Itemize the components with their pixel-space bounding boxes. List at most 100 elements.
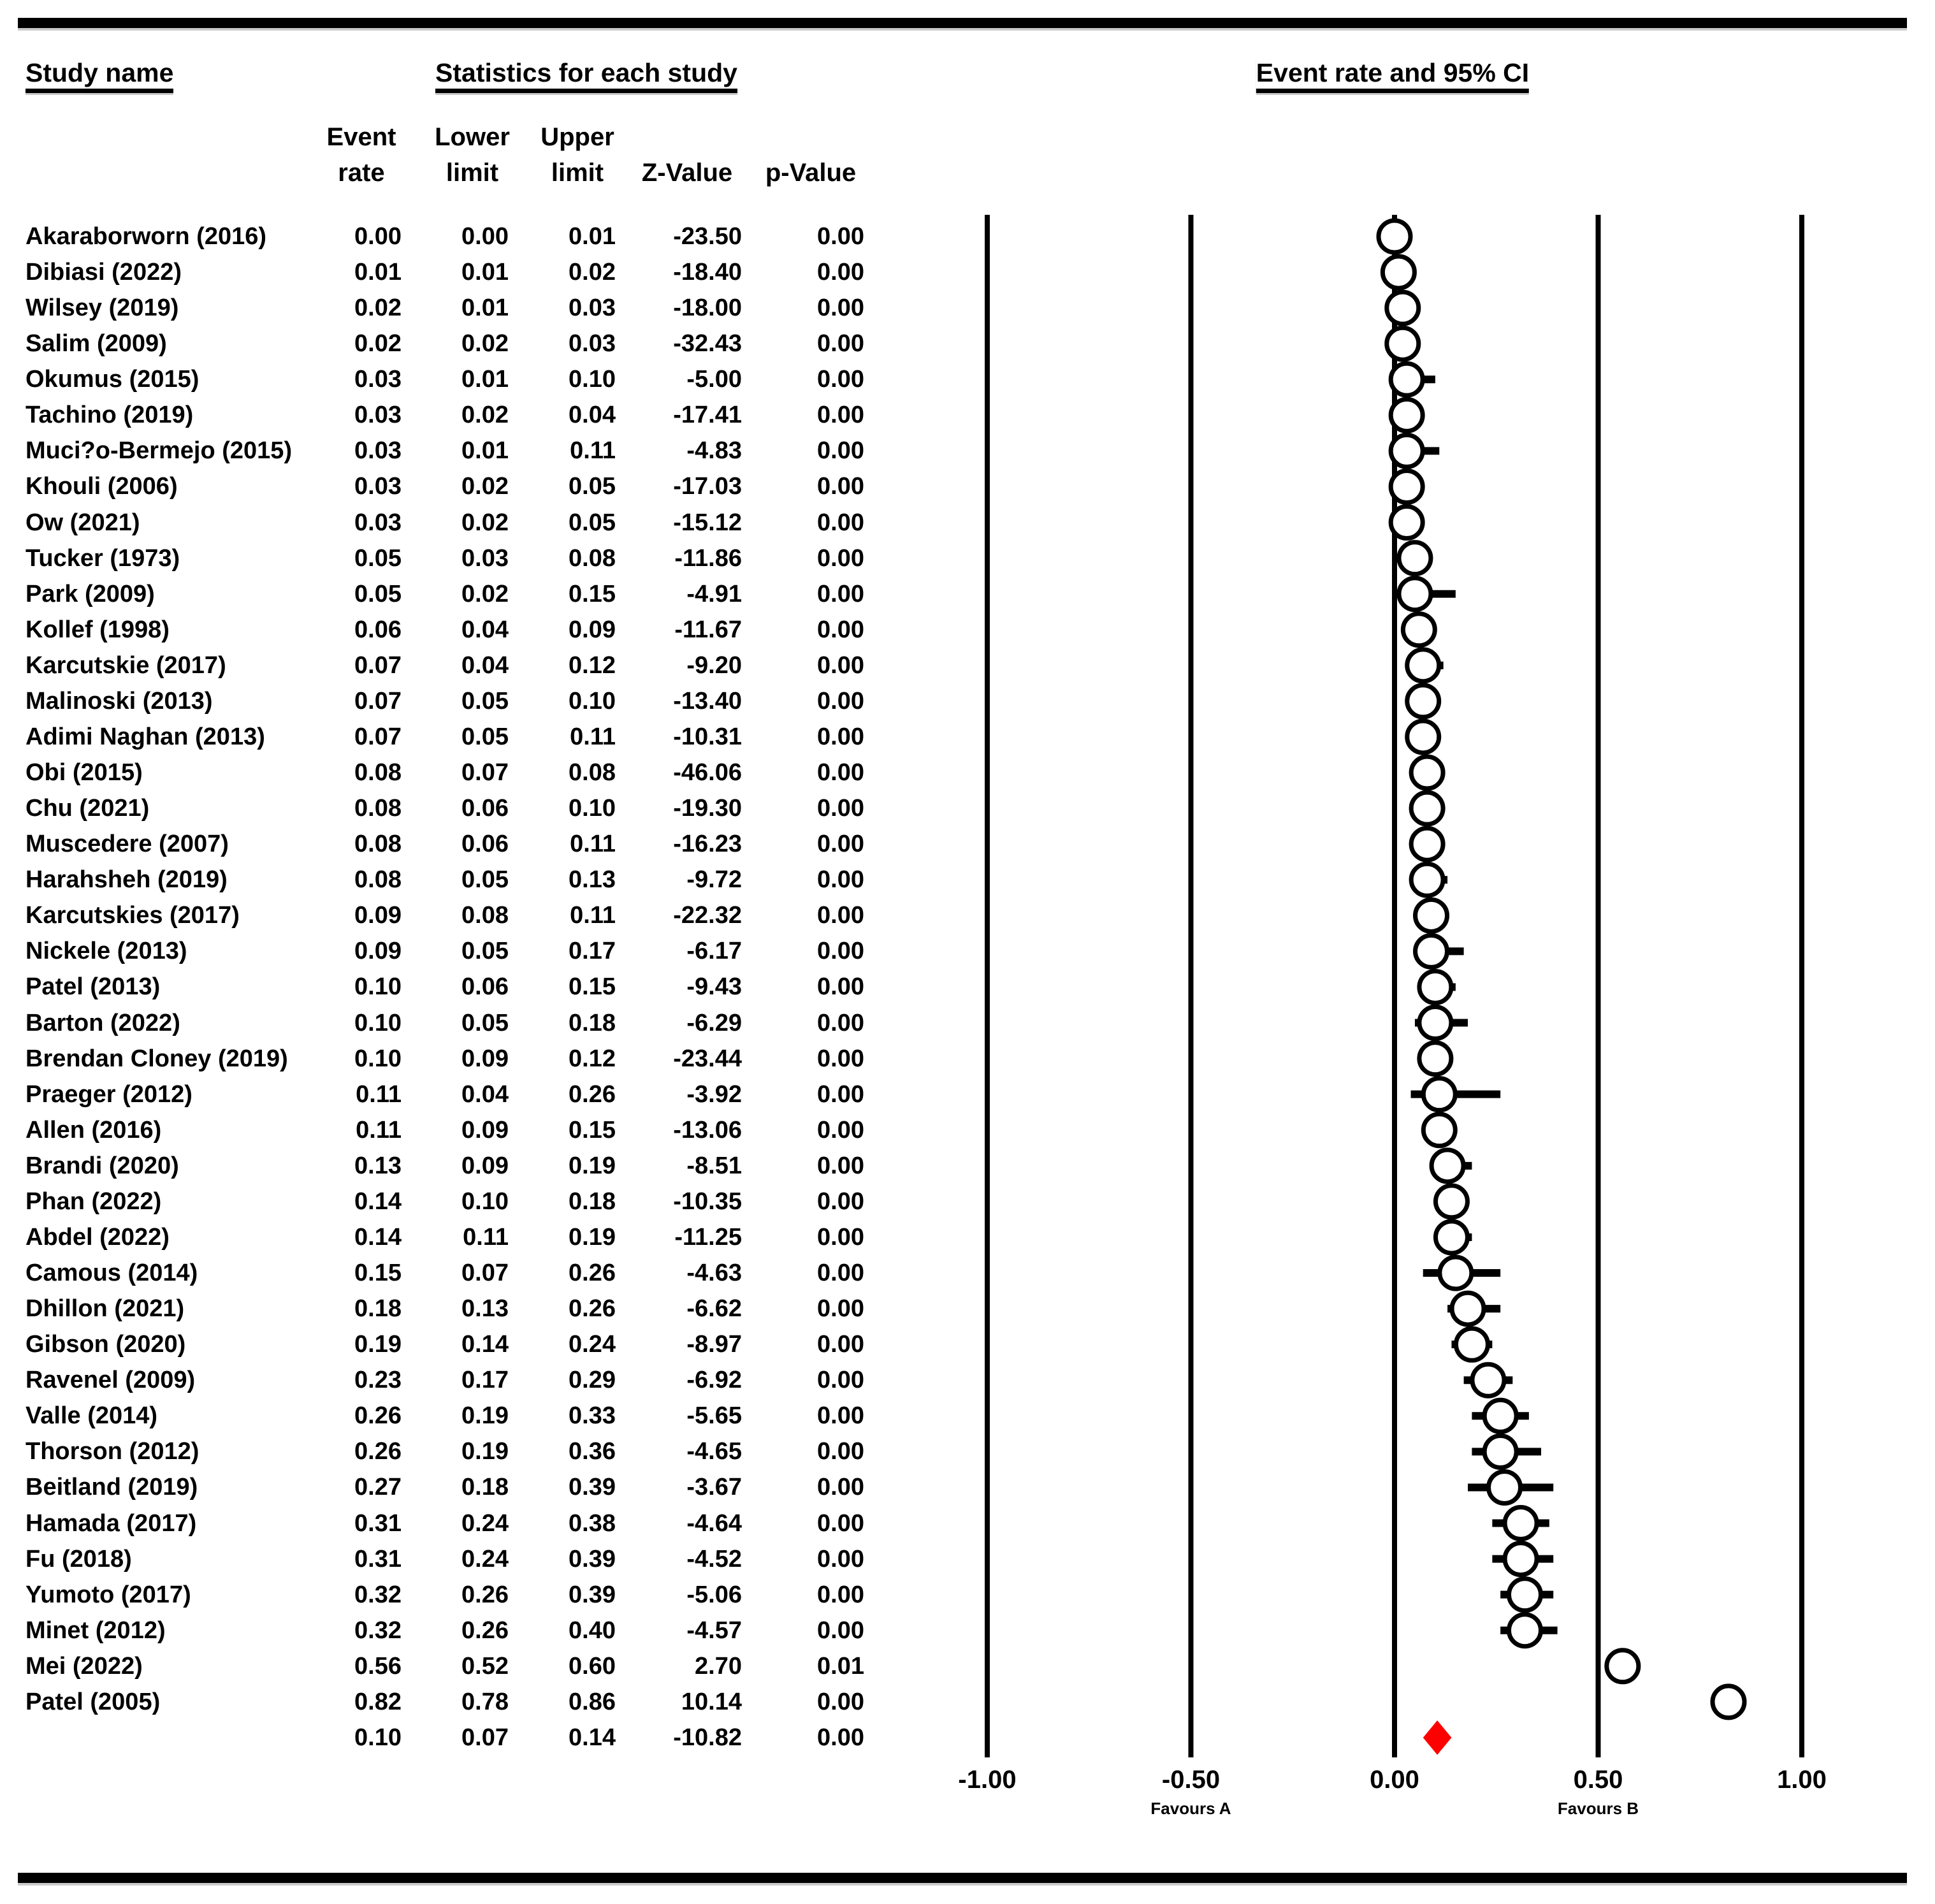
upper-limit-cell: 0.36 bbox=[569, 1438, 616, 1465]
study-row: Patel (2013) 0.10 0.06 0.15 -9.43 0.00 bbox=[0, 969, 905, 1005]
z-value-header: Z-Value bbox=[641, 159, 733, 187]
study-row: Okumus (2015) 0.03 0.01 0.10 -5.00 0.00 bbox=[0, 361, 905, 397]
study-row: Brandi (2020) 0.13 0.09 0.19 -8.51 0.00 bbox=[0, 1148, 905, 1184]
event-rate-cell: 0.03 bbox=[354, 402, 402, 429]
lower-limit-cell: 0.09 bbox=[461, 1152, 509, 1179]
z-value-cell: 2.70 bbox=[695, 1652, 742, 1680]
z-value-cell: -16.23 bbox=[673, 831, 742, 858]
upper-limit-cell: 0.12 bbox=[569, 651, 616, 679]
lower-limit-cell: 0.07 bbox=[461, 1724, 509, 1751]
study-row: Camous (2014) 0.15 0.07 0.26 -4.63 0.00 bbox=[0, 1255, 905, 1291]
study-name-cell: Ravenel (2009) bbox=[25, 1367, 196, 1394]
lower-limit-cell: 0.05 bbox=[461, 723, 509, 750]
study-name-cell: Allen (2016) bbox=[25, 1116, 162, 1144]
lower-limit-cell: 0.05 bbox=[461, 687, 509, 715]
z-value-cell: -23.50 bbox=[673, 223, 742, 250]
study-name-cell: Barton (2022) bbox=[25, 1009, 180, 1036]
study-name-cell: Brandi (2020) bbox=[25, 1152, 179, 1179]
event-rate-cell: 0.07 bbox=[354, 687, 402, 715]
lower-limit-cell: 0.02 bbox=[461, 509, 509, 536]
z-value-cell: -5.06 bbox=[686, 1581, 742, 1608]
study-name-cell: Yumoto (2017) bbox=[25, 1581, 191, 1608]
event-rate-cell: 0.05 bbox=[354, 580, 402, 607]
study-name-cell: Camous (2014) bbox=[25, 1260, 198, 1287]
event-rate-cell: 0.56 bbox=[354, 1652, 402, 1680]
summary-row: 0.10 0.07 0.14 -10.82 0.00 bbox=[0, 1720, 905, 1755]
lower-limit-cell: 0.04 bbox=[461, 1080, 509, 1108]
upper-limit-cell: 0.17 bbox=[569, 938, 616, 965]
upper-limit-cell: 0.08 bbox=[569, 759, 616, 787]
event-rate-marker bbox=[1400, 611, 1437, 648]
p-value-cell: 0.00 bbox=[817, 1295, 864, 1323]
study-name-cell: Minet (2012) bbox=[25, 1617, 166, 1644]
event-rate-marker bbox=[1429, 1147, 1466, 1184]
event-rate-marker bbox=[1413, 933, 1450, 970]
upper-limit-cell: 0.03 bbox=[569, 330, 616, 358]
z-value-cell: -15.12 bbox=[673, 509, 742, 536]
study-row: Tachino (2019) 0.03 0.02 0.04 -17.41 0.00 bbox=[0, 397, 905, 433]
event-rate-marker bbox=[1437, 1254, 1474, 1291]
upper-limit-cell: 0.26 bbox=[569, 1260, 616, 1287]
p-value-cell: 0.00 bbox=[817, 1367, 864, 1394]
study-name-cell: Muci?o-Bermejo (2015) bbox=[25, 437, 293, 465]
event-rate-marker bbox=[1486, 1469, 1523, 1506]
axis-tick-label: -0.50 bbox=[1161, 1766, 1221, 1794]
p-value-cell: 0.00 bbox=[817, 1331, 864, 1358]
p-value-cell: 0.00 bbox=[817, 1509, 864, 1537]
study-name-cell: Dhillon (2021) bbox=[25, 1295, 185, 1323]
study-row: Nickele (2013) 0.09 0.05 0.17 -6.17 0.00 bbox=[0, 933, 905, 969]
study-name-column-header: Study name bbox=[25, 59, 174, 93]
z-value-cell: -4.63 bbox=[686, 1260, 742, 1287]
lower-limit-cell: 0.10 bbox=[461, 1188, 509, 1215]
event-rate-cell: 0.07 bbox=[354, 723, 402, 750]
event-rate-cell: 0.07 bbox=[354, 651, 402, 679]
lower-limit-cell: 0.11 bbox=[463, 1223, 509, 1251]
study-name-cell: Nickele (2013) bbox=[25, 938, 187, 965]
study-name-cell: Beitland (2019) bbox=[25, 1474, 198, 1501]
event-rate-cell: 0.00 bbox=[354, 223, 402, 250]
event-rate-cell: 0.06 bbox=[354, 616, 402, 643]
event-rate-marker bbox=[1421, 1076, 1458, 1113]
event-rate-marker bbox=[1506, 1612, 1543, 1649]
upper-limit-cell: 0.12 bbox=[569, 1045, 616, 1072]
upper-limit-cell: 0.18 bbox=[569, 1009, 616, 1036]
upper-limit-cell: 0.14 bbox=[569, 1724, 616, 1751]
event-rate-marker bbox=[1396, 576, 1433, 613]
z-value-cell: -5.00 bbox=[686, 366, 742, 393]
study-name-cell: Dibiasi (2022) bbox=[25, 259, 182, 286]
study-row: Minet (2012) 0.32 0.26 0.40 -4.57 0.00 bbox=[0, 1613, 905, 1648]
study-name-cell: Khouli (2006) bbox=[25, 473, 178, 500]
event-rate-marker bbox=[1388, 468, 1425, 505]
upper-limit-cell: 0.39 bbox=[569, 1545, 616, 1573]
z-value-cell: -46.06 bbox=[673, 759, 742, 787]
p-value-cell: 0.00 bbox=[817, 437, 864, 465]
upper-limit-cell: 0.26 bbox=[569, 1295, 616, 1323]
event-rate-cell: 0.05 bbox=[354, 544, 402, 572]
event-rate-marker bbox=[1409, 861, 1446, 898]
p-value-cell: 0.00 bbox=[817, 509, 864, 536]
study-row: Beitland (2019) 0.27 0.18 0.39 -3.67 0.00 bbox=[0, 1469, 905, 1505]
lower-limit-cell: 0.78 bbox=[461, 1688, 509, 1715]
z-value-cell: -10.82 bbox=[673, 1724, 742, 1751]
z-value-cell: -6.92 bbox=[686, 1367, 742, 1394]
study-name-cell: Kollef (1998) bbox=[25, 616, 170, 643]
p-value-cell: 0.00 bbox=[817, 938, 864, 965]
p-value-cell: 0.00 bbox=[817, 1617, 864, 1644]
event-rate-marker bbox=[1604, 1648, 1641, 1685]
study-name-cell: Phan (2022) bbox=[25, 1188, 162, 1215]
study-name-cell: Park (2009) bbox=[25, 580, 155, 607]
upper-limit-cell: 0.11 bbox=[570, 723, 616, 750]
lower-limit-cell: 0.01 bbox=[461, 259, 509, 286]
study-name-cell: Thorson (2012) bbox=[25, 1438, 199, 1465]
study-row: Gibson (2020) 0.19 0.14 0.24 -8.97 0.00 bbox=[0, 1326, 905, 1362]
upper-limit-cell: 0.40 bbox=[569, 1617, 616, 1644]
event-rate-cell: 0.13 bbox=[354, 1152, 402, 1179]
study-row: Abdel (2022) 0.14 0.11 0.19 -11.25 0.00 bbox=[0, 1219, 905, 1255]
event-rate-marker bbox=[1453, 1326, 1490, 1363]
study-name-cell: Hamada (2017) bbox=[25, 1509, 197, 1537]
study-name-cell: Praeger (2012) bbox=[25, 1080, 192, 1108]
lower-limit-header-line1: Lower bbox=[435, 123, 510, 151]
z-value-cell: -8.97 bbox=[686, 1331, 742, 1358]
upper-limit-cell: 0.29 bbox=[569, 1367, 616, 1394]
event-rate-cell: 0.10 bbox=[354, 1724, 402, 1751]
